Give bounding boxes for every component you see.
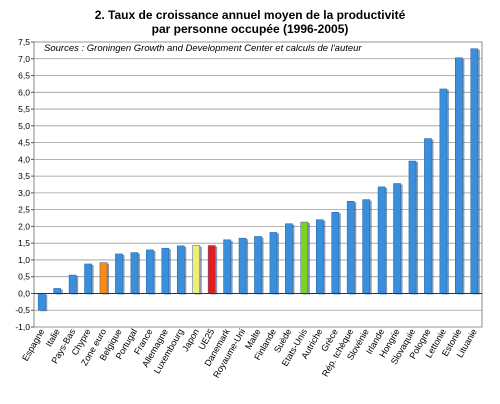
y-tick-label: 7,0 (18, 54, 30, 64)
bar-body (176, 245, 185, 294)
bar (300, 221, 310, 295)
y-tick-label: 7,5 (18, 37, 30, 47)
bar (115, 253, 125, 295)
y-tick-label: 0,0 (18, 288, 30, 298)
bar-body (300, 221, 309, 294)
bar-body (315, 219, 324, 294)
y-tick-label: 0,5 (18, 272, 30, 282)
bar (470, 48, 480, 295)
bar-body (115, 253, 123, 294)
bar-body (331, 212, 340, 294)
y-tick-label: 5,0 (18, 121, 30, 131)
bars (37, 48, 480, 312)
bar-body (146, 249, 154, 294)
x-tick-label: Espagne (20, 327, 46, 363)
y-tick-label: -1,0 (15, 322, 30, 332)
bar-body (269, 232, 278, 294)
chart-title: 2. Taux de croissance annuel moyen de la… (94, 8, 406, 22)
bar (377, 186, 388, 295)
chart-title-block: 2. Taux de croissance annuel moyen de la… (0, 8, 500, 36)
bar (84, 263, 94, 295)
bar-body (84, 263, 92, 294)
bar-body (254, 236, 262, 294)
bar (238, 237, 249, 295)
bar-body (408, 160, 417, 294)
bar-body (130, 252, 139, 294)
bar (254, 236, 264, 295)
bar (207, 245, 218, 295)
y-tick-label: 1,5 (18, 238, 30, 248)
y-tick-label: 4,5 (18, 138, 30, 148)
bar (393, 183, 403, 295)
bar-body (285, 223, 293, 294)
bar (146, 249, 156, 295)
bar (37, 293, 48, 312)
bar-body (68, 274, 77, 294)
bar-body (37, 293, 46, 311)
bar (455, 57, 465, 295)
bar-body (53, 288, 61, 294)
bar-body (439, 88, 448, 294)
bar-body (424, 138, 432, 294)
bar (346, 201, 357, 295)
bar (68, 274, 79, 295)
bar-body (362, 199, 370, 294)
source-note: Sources : Groningen Growth and Developme… (44, 43, 362, 54)
bar-body (470, 48, 479, 294)
bar-body (346, 201, 355, 294)
y-tick-label: 3,0 (18, 188, 30, 198)
bar-body (161, 247, 170, 294)
y-tick-label: 3,5 (18, 171, 30, 181)
y-tick-label: 6,5 (18, 71, 30, 81)
bar-body (207, 245, 216, 294)
y-tick-label: 2,5 (18, 205, 30, 215)
bar (285, 223, 295, 295)
y-tick-label: 4,0 (18, 154, 30, 164)
bar (130, 252, 140, 295)
bar (161, 247, 171, 295)
bar-body (377, 186, 386, 294)
bar (439, 88, 449, 295)
bar (99, 262, 110, 295)
bar (269, 232, 280, 295)
bar-body (192, 245, 201, 294)
chart-subtitle: par personne occupée (1996-2005) (151, 22, 349, 36)
bar-body (238, 237, 247, 294)
y-tick-label: 2,0 (18, 221, 30, 231)
bar-body (393, 183, 401, 294)
bar (424, 138, 434, 295)
y-tick-label: 5,5 (18, 104, 30, 114)
y-tick-label: 6,0 (18, 87, 30, 97)
bar (408, 160, 419, 295)
bar (331, 212, 341, 295)
y-tick-label: -0,5 (15, 305, 30, 315)
bar (176, 245, 187, 295)
bar (315, 219, 326, 295)
y-tick-label: 1,0 (18, 255, 30, 265)
bar-body (99, 262, 108, 294)
bar-body (223, 239, 231, 294)
bar (223, 239, 233, 295)
bar (362, 199, 372, 295)
bar (192, 245, 202, 295)
bar-body (455, 57, 463, 294)
